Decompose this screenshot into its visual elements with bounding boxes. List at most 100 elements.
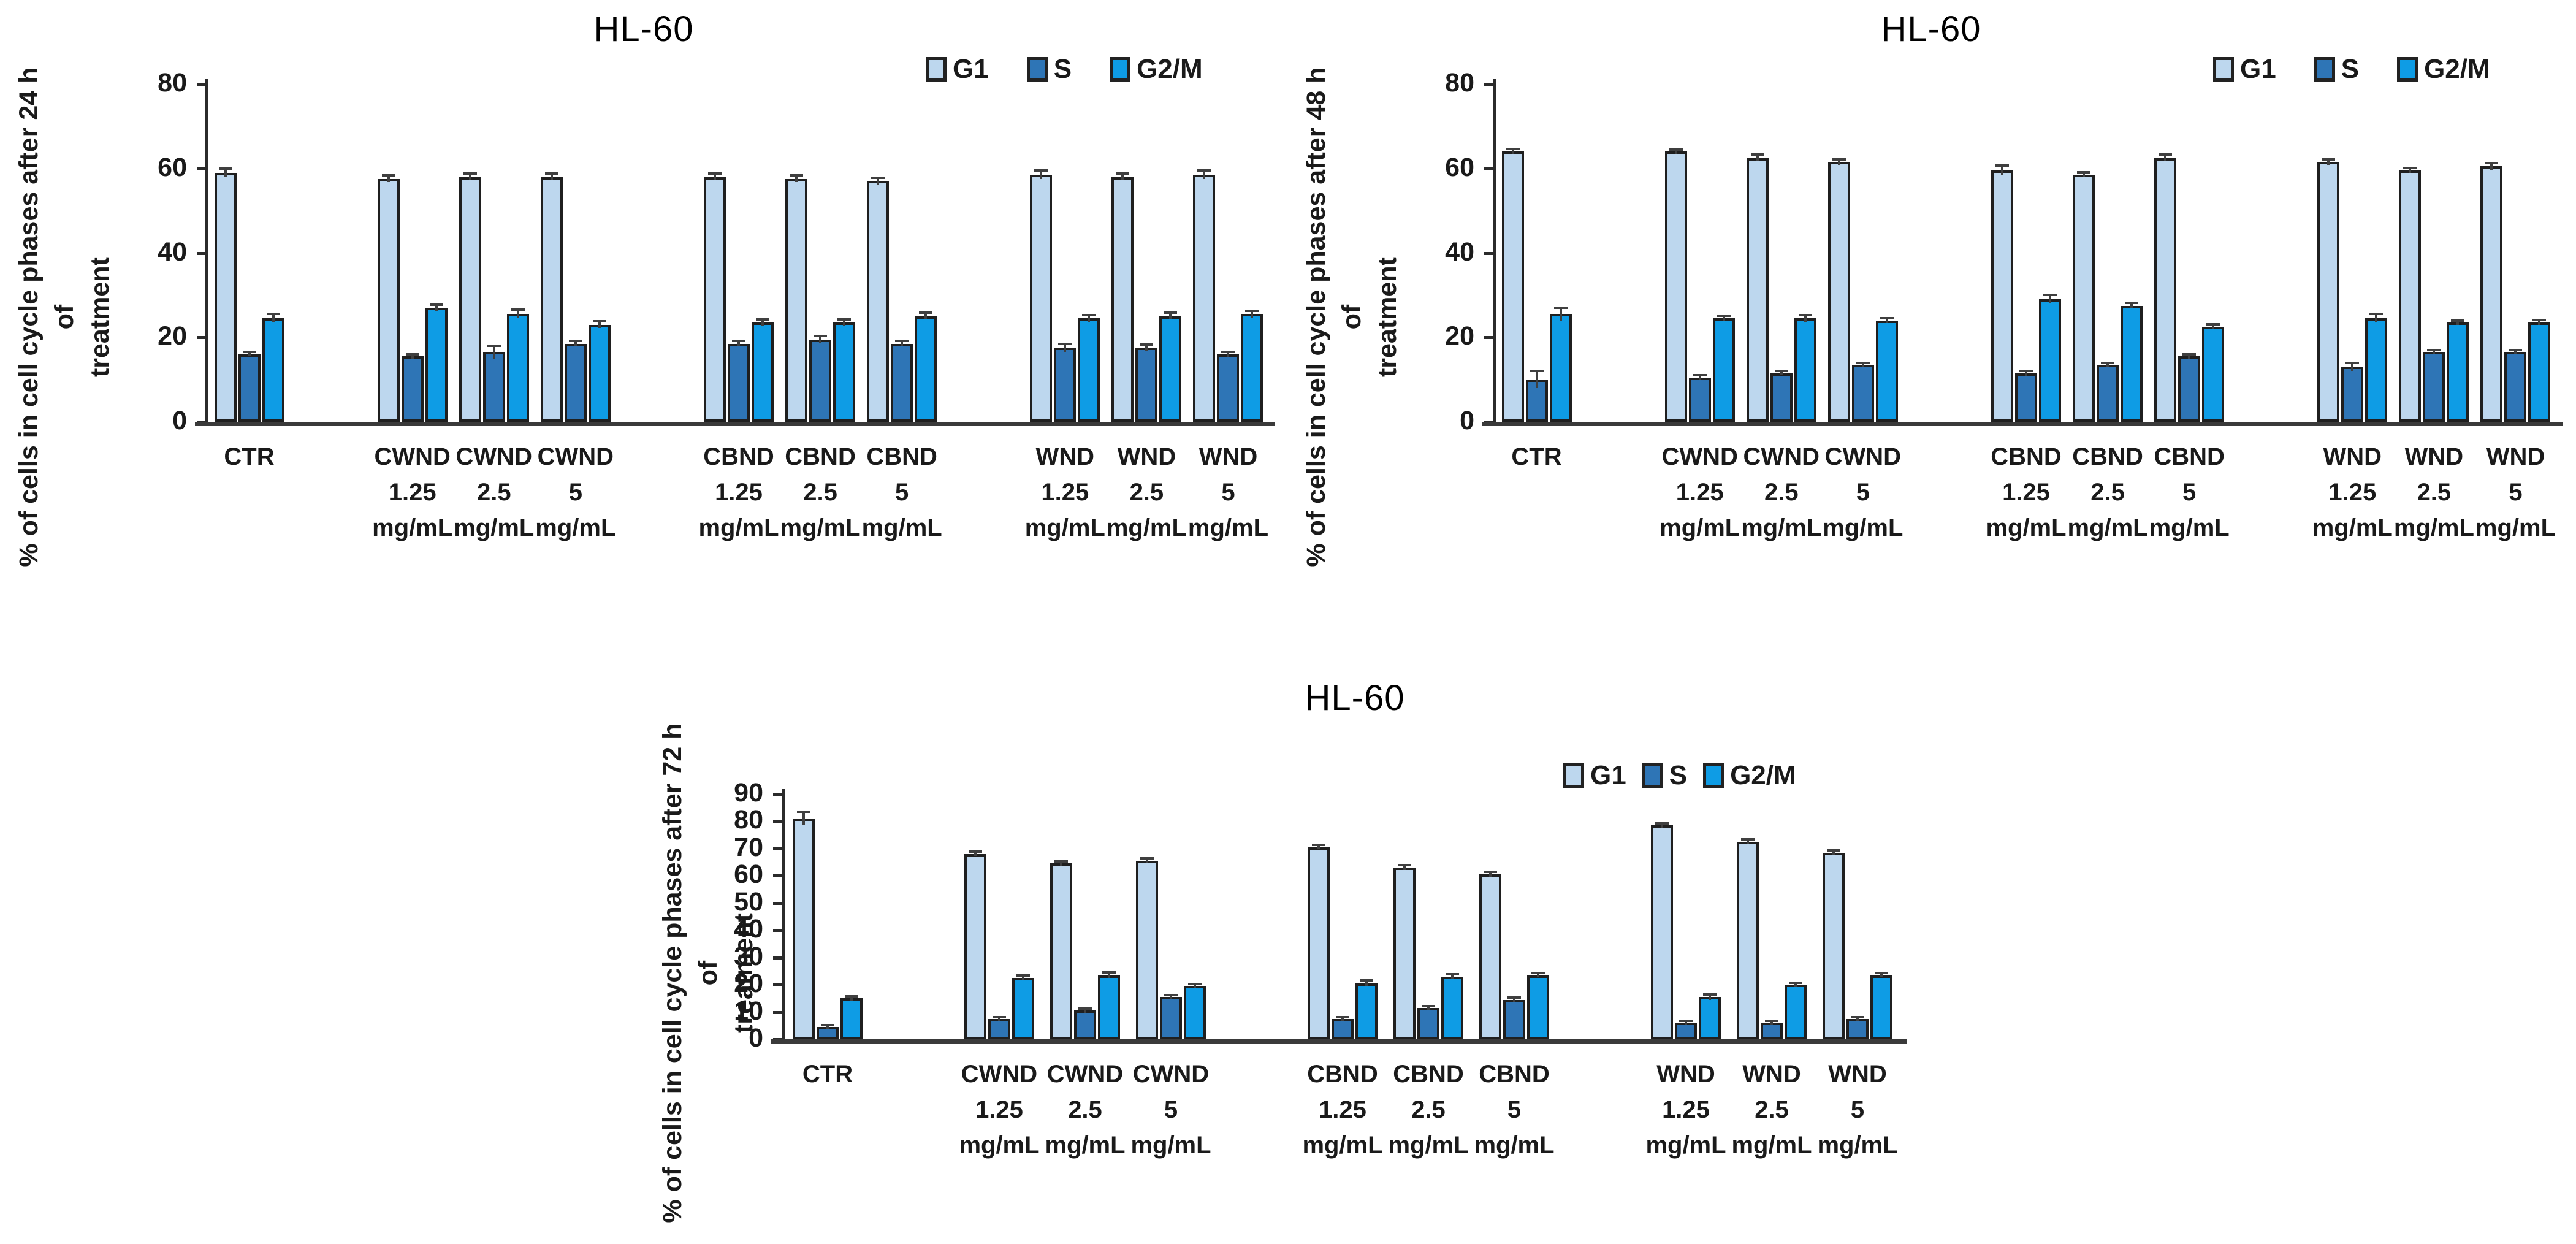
bar-s-3: [1160, 997, 1182, 1039]
legend-item-g1: G1: [2213, 54, 2276, 85]
error-bar-line: [2049, 295, 2051, 304]
legend-swatch-icon: [2314, 57, 2335, 82]
error-bar-line: [761, 319, 764, 326]
bar-s-7: [2341, 367, 2364, 422]
x-category-label-line: mg/mL: [1045, 1132, 1126, 1159]
x-category-label-6: CBND 5 mg/mL: [2134, 439, 2244, 546]
y-axis: [1493, 79, 1496, 422]
legend-label: S: [1053, 54, 1072, 84]
x-category-label-2: CWND 2.5 mg/mL: [1726, 439, 1837, 546]
x-category-label-line: mg/mL: [1302, 1132, 1383, 1159]
error-bar-line: [1022, 975, 1024, 981]
x-category-label-line: CBND: [2072, 443, 2143, 470]
error-bar-line: [1685, 1021, 1687, 1025]
error-bar-cap: [2369, 313, 2384, 316]
x-category-label-line: WND: [2404, 443, 2464, 470]
error-bar-cap: [1679, 1020, 1693, 1023]
y-tick-label: 0: [172, 406, 187, 435]
error-bar-line: [1403, 865, 1406, 870]
bar-s-2: [1074, 1010, 1096, 1039]
bar-s-2: [1770, 373, 1793, 422]
legend-item-s: S: [2314, 54, 2359, 85]
x-category-label-line: mg/mL: [1741, 514, 1822, 541]
error-bar-cap: [2322, 158, 2336, 161]
x-category-label-line: CBND: [2154, 443, 2225, 470]
x-category-label-line: CBND: [785, 443, 856, 470]
error-bar-line: [1698, 375, 1701, 380]
legend-swatch-icon: [2397, 57, 2418, 82]
x-category-label-line: mg/mL: [454, 514, 535, 541]
x-category-label-line: CWND: [455, 443, 532, 470]
error-bar-cap: [732, 340, 745, 343]
x-category-label-line: mg/mL: [2149, 514, 2230, 541]
error-bar-line: [1064, 343, 1067, 353]
error-bar-line: [1559, 308, 1562, 321]
error-bar-cap: [1016, 974, 1030, 977]
chart-48h: HL-60 % of cells in cell cycle phases af…: [1301, 0, 2569, 619]
bar-g2m-2: [1098, 975, 1120, 1039]
x-category-label-line: 2.5: [1411, 1096, 1446, 1123]
x-category-label-4: CBND 1.25 mg/mL: [1971, 439, 2081, 546]
x-category-label-line: mg/mL: [1130, 1132, 1211, 1159]
x-category-label-line: 1.25: [1319, 1096, 1366, 1123]
x-category-label-line: mg/mL: [959, 1132, 1040, 1159]
error-bar-cap: [1164, 311, 1178, 315]
error-bar-cap: [1875, 972, 1888, 974]
bar-g2m-1: [425, 308, 448, 422]
y-tick-label: 20: [1445, 321, 1474, 351]
error-bar-cap: [568, 340, 582, 343]
y-tick-label: 40: [1445, 237, 1474, 267]
x-category-label-line: CTR: [1511, 443, 1562, 470]
x-category-label-line: 5: [895, 479, 909, 506]
x-category-label-line: WND: [1828, 1061, 1887, 1088]
bar-g2m-7: [1699, 997, 1721, 1039]
bar-g1-4: [704, 177, 726, 422]
x-category-label-line: 5: [1856, 479, 1870, 506]
x-category-label-line: WND: [1198, 443, 1258, 470]
error-bar-cap: [1102, 971, 1116, 974]
x-category-label-line: WND: [1035, 443, 1095, 470]
bar-s-0: [817, 1027, 839, 1039]
error-bar-cap: [1531, 972, 1545, 974]
y-tick-mark: [773, 820, 782, 823]
legend-label: G1: [953, 54, 989, 84]
bar-g1-6: [867, 181, 890, 422]
legend-swatch-icon: [1563, 763, 1584, 788]
error-bar-line: [411, 354, 414, 359]
y-tick-mark: [773, 1010, 782, 1014]
error-bar-cap: [2403, 167, 2417, 170]
y-tick-mark: [773, 847, 782, 850]
bar-s-1: [1688, 377, 1711, 422]
y-tick-label: 80: [158, 68, 187, 97]
error-bar-cap: [2206, 322, 2220, 326]
x-category-label-9: WND 5 mg/mL: [1173, 439, 1283, 546]
error-bar-cap: [1765, 1020, 1778, 1023]
x-category-label-0: CTR: [1482, 439, 1592, 475]
bar-g1-9: [2480, 166, 2503, 422]
error-bar-line: [1170, 994, 1172, 999]
y-axis-label-line2: treatment: [1373, 257, 1403, 378]
x-category-label-0: CTR: [772, 1056, 883, 1092]
x-category-label-3: CWND 5 mg/mL: [520, 439, 631, 546]
x-category-label-line: 1.25: [2002, 479, 2050, 506]
bar-s-6: [1503, 999, 1525, 1039]
error-bar-cap: [845, 994, 858, 998]
y-axis: [205, 79, 208, 422]
y-tick-label: 20: [158, 321, 187, 351]
x-category-label-line: mg/mL: [1731, 1132, 1812, 1159]
error-bar-cap: [2509, 348, 2523, 351]
x-category-label-5: CBND 2.5 mg/mL: [2052, 439, 2163, 546]
error-bar-cap: [1188, 982, 1202, 985]
x-category-label-2: CWND 2.5 mg/mL: [1030, 1056, 1140, 1163]
error-bar-cap: [797, 810, 810, 813]
error-bar-cap: [1703, 993, 1717, 996]
error-bar-cap: [2427, 348, 2441, 351]
bar-g1-1: [964, 853, 986, 1039]
y-tick-mark: [1484, 251, 1493, 255]
y-tick-label: 0: [749, 1023, 763, 1053]
error-bar-cap: [814, 335, 828, 338]
bar-s-1: [988, 1018, 1010, 1039]
x-category-label-line: 5: [1507, 1096, 1522, 1123]
x-category-label-line: 1.25: [2328, 479, 2377, 506]
